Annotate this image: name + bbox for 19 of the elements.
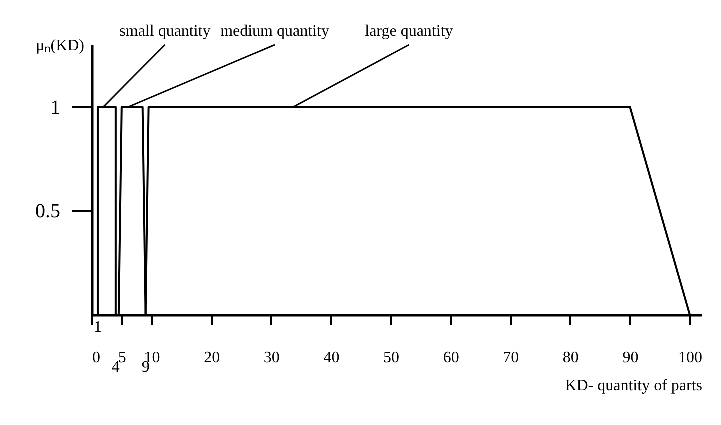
x-tick-label: 30	[264, 350, 280, 366]
x-tick-label: 40	[324, 350, 340, 366]
text: medium quantity	[220, 23, 330, 40]
annotation: 1	[94, 319, 102, 336]
x-tick-label: 90	[622, 350, 639, 366]
x-tick-label: 20	[204, 350, 220, 366]
annotation: 4	[112, 359, 120, 376]
text: small quantity	[120, 23, 211, 40]
x-tick-label: 0	[92, 350, 100, 366]
y-axis-title: μₙ(KD)	[36, 38, 84, 54]
x-tick-label: 60	[443, 350, 460, 366]
text: large quantity	[365, 23, 454, 40]
x-tick-label: 70	[503, 350, 520, 366]
x-tick-label: 5	[118, 350, 126, 366]
x-tick-label: 50	[384, 350, 400, 366]
y-tick-label: 0.5	[36, 200, 60, 223]
x-axis-title: KD- quantity of parts	[565, 378, 702, 394]
x-tick-label: 80	[562, 350, 579, 366]
x-tick-label: 100	[678, 350, 703, 366]
